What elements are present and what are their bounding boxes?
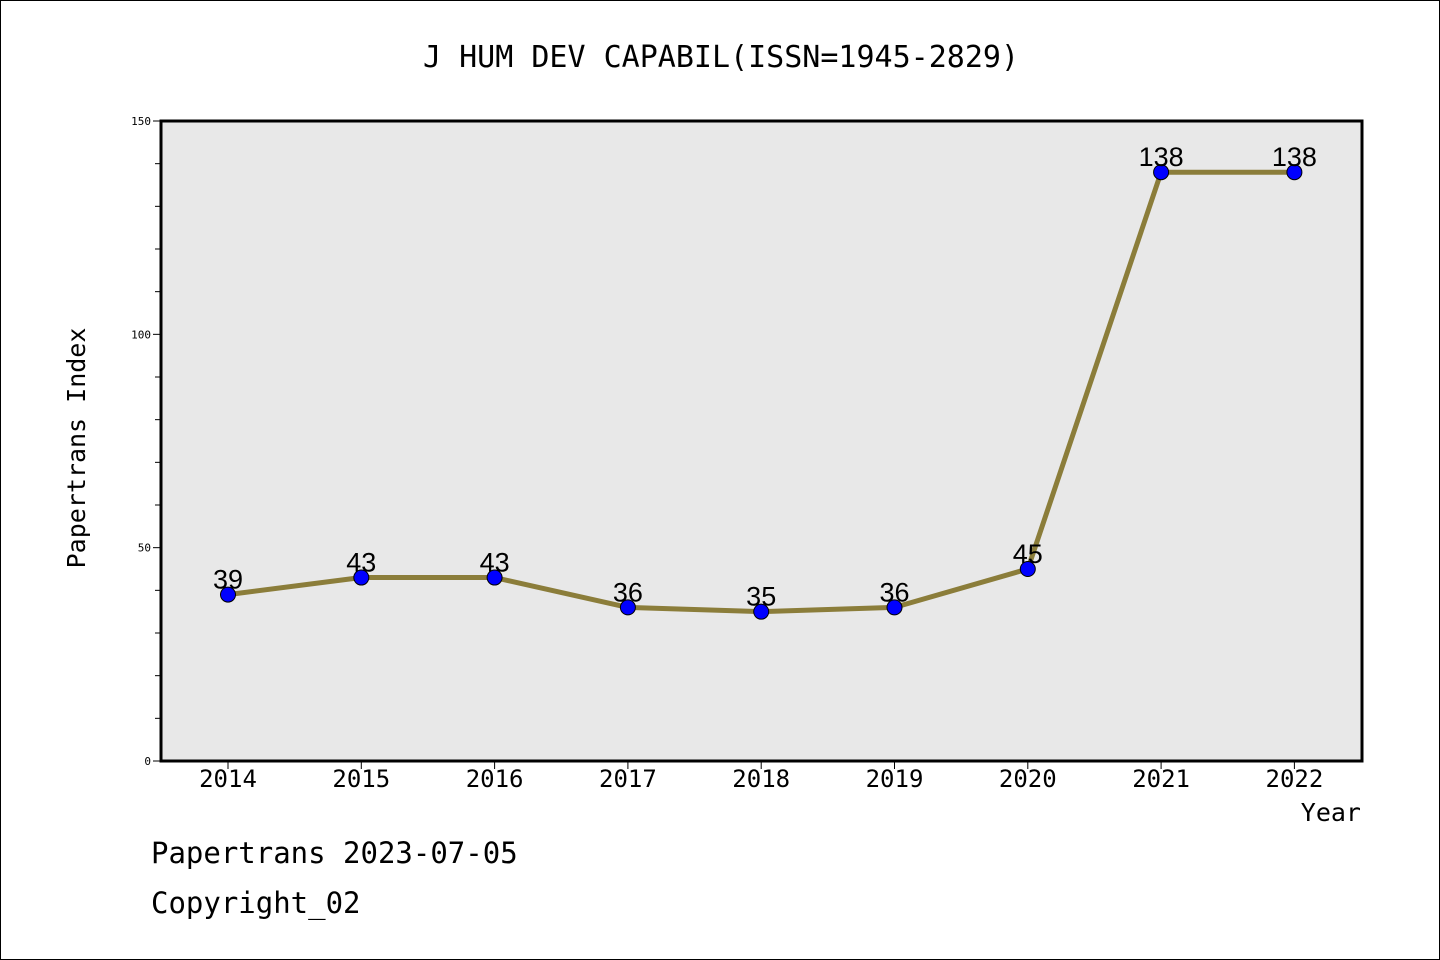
x-tick-label: 2020 [999,765,1057,793]
x-tick-label: 2016 [466,765,524,793]
data-labels: 39 43 43 36 35 36 45 138 138 [213,142,1317,611]
data-label: 43 [480,548,510,578]
x-tick-label: 2021 [1132,765,1190,793]
data-point [220,586,236,603]
x-tick-label: 2014 [199,765,257,793]
data-point [486,569,503,586]
footer-copyright: Copyright_02 [151,886,361,920]
data-point [1153,164,1170,181]
x-tick-label: 2017 [599,765,657,793]
x-tick-label: 2019 [866,765,924,793]
plot-area [159,119,1364,763]
x-axis: 2014 2015 2016 2017 2018 2019 2020 2021 2022 [199,761,1323,793]
footer-date: Papertrans 2023-07-05 [151,836,518,870]
y-tick-label: 150 [131,115,151,128]
data-label: 36 [879,577,909,607]
y-tick-label: 0 [144,755,151,768]
data-point [886,599,903,616]
data-point [1019,561,1036,577]
x-axis-label: Year [1301,798,1361,827]
data-label: 138 [1272,142,1317,172]
y-tick-label: 50 [138,542,151,555]
y-axis: 0 50 100 150 [131,115,161,768]
y-axis-label: Papertrans Index [62,328,91,569]
data-label: 43 [346,548,376,578]
data-markers [220,164,1303,620]
x-tick-label: 2018 [732,765,790,793]
data-point [619,599,636,616]
chart-title: J HUM DEV CAPABIL(ISSN=1945-2829) [423,40,1019,75]
data-label: 36 [613,577,643,607]
data-label: 39 [213,565,243,595]
data-label: 45 [1013,539,1043,569]
data-point [753,603,770,620]
x-tick-label: 2015 [332,765,390,793]
data-label: 35 [746,582,776,612]
data-point [1286,164,1303,181]
y-tick-label: 100 [131,328,151,341]
x-tick-label: 2022 [1266,765,1324,793]
data-label: 138 [1139,142,1184,172]
data-point [353,569,370,586]
